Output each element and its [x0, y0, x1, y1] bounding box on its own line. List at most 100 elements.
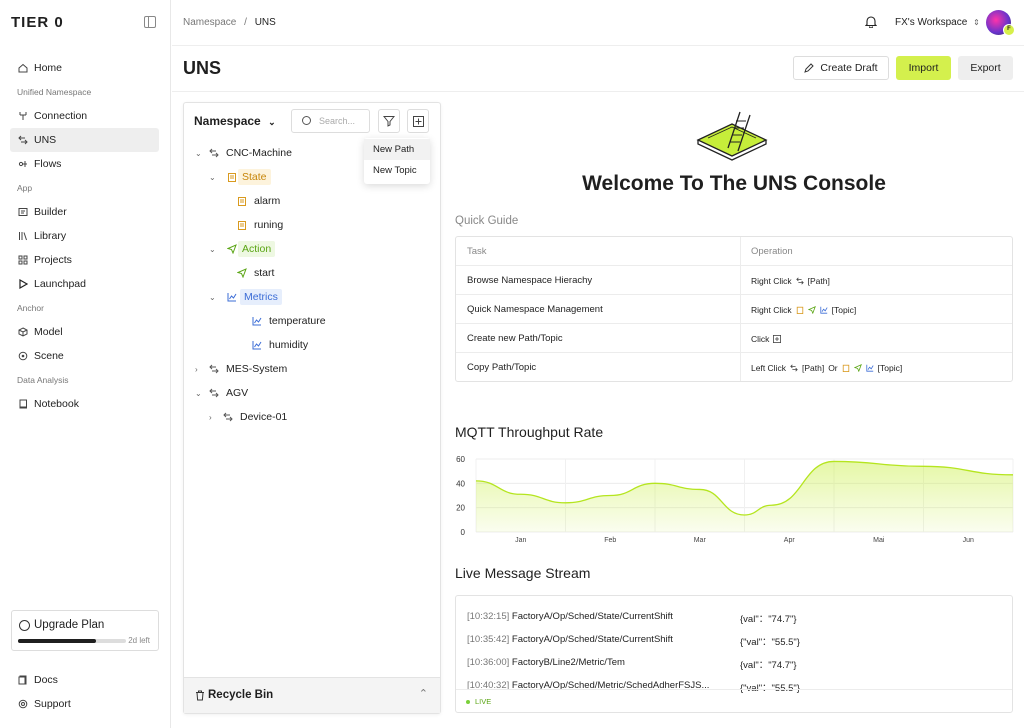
sidebar-item-scene[interactable]: Scene [10, 344, 159, 368]
stream-topic: FactoryA/Op/Sched/State/CurrentShift [511, 634, 673, 645]
tree-node-label: Metrics [240, 289, 282, 305]
chevron-down-icon[interactable]: ⌄ [195, 388, 202, 398]
task-cell: Copy Path/Topic [467, 362, 537, 373]
sidebar-item-builder[interactable]: Builder [10, 200, 159, 224]
create-draft-button[interactable]: Create Draft [793, 56, 889, 80]
tree-node-device-01[interactable]: › Device-01 [184, 405, 442, 429]
tree-node-start[interactable]: start [184, 261, 442, 285]
clipboard-icon [238, 221, 246, 230]
sidebar-item-library[interactable]: Library [10, 224, 159, 248]
export-button[interactable]: Export [958, 56, 1013, 80]
sidebar-item-label: Connection [34, 110, 88, 122]
stream-timestamp: [10:36:00] [467, 657, 510, 668]
chevron-down-icon[interactable]: ⌄ [195, 148, 202, 158]
stream-value: {val"："74.7"} [740, 660, 797, 671]
stream-topic: FactoryA/Op/Sched/State/CurrentShift [511, 611, 673, 622]
stream-value: {val"："74.7"} [740, 614, 797, 625]
sidebar-item-launchpad[interactable]: Launchpad [10, 272, 159, 296]
recycle-bin[interactable]: Recycle Bin ⌃ [184, 677, 440, 713]
chevron-down-icon[interactable]: ⌄ [209, 292, 216, 302]
tree-node-mes-system[interactable]: › MES-System [184, 357, 442, 381]
tree-node-state[interactable]: ⌄ State [184, 165, 442, 189]
tree-node-agv[interactable]: ⌄ AGV [184, 381, 442, 405]
filter-button[interactable] [378, 109, 400, 133]
sidebar-item-uns[interactable]: UNS [10, 128, 159, 152]
add-button[interactable] [407, 109, 429, 133]
table-row: Quick Namespace Management Right Click [… [456, 294, 1012, 323]
quick-guide-title: Quick Guide [455, 215, 519, 227]
connection-icon [19, 112, 27, 120]
filter-icon [383, 116, 395, 127]
menu-item-new-topic[interactable]: New Topic [373, 165, 417, 176]
tree-node-metrics[interactable]: ⌄ Metrics [184, 285, 442, 309]
tree-node-cnc-machine[interactable]: ⌄ CNC-Machine [184, 141, 442, 165]
sidebar-item-docs[interactable]: Docs [10, 668, 159, 692]
namespace-dropdown[interactable]: Namespace ⌄ [194, 114, 276, 128]
task-cell: Create new Path/Topic [467, 333, 563, 344]
chevron-up-icon[interactable]: ⌃ [418, 688, 428, 700]
line-chart-icon [866, 364, 874, 372]
sidebar-collapse-icon[interactable] [144, 16, 156, 28]
sidebar-item-model[interactable]: Model [10, 320, 159, 344]
send-icon [237, 268, 247, 278]
import-button[interactable]: Import [896, 56, 951, 80]
workspace-switcher[interactable]: FX's Workspace ⇕ [895, 17, 980, 28]
breadcrumb: Namespace / UNS [183, 17, 276, 28]
stream-divider [456, 689, 1012, 690]
tree-node-label: alarm [254, 195, 281, 207]
sidebar-item-support[interactable]: Support [10, 692, 159, 716]
chevron-down-icon[interactable]: ⌄ [209, 172, 216, 182]
sidebar-item-flows[interactable]: Flows [10, 152, 159, 176]
search-placeholder: Search... [319, 116, 356, 126]
upgrade-label: Upgrade Plan [34, 619, 105, 631]
tree-node-action[interactable]: ⌄ Action [184, 237, 442, 261]
operation-text: Right Click [751, 276, 792, 286]
table-header-row: Task Operation [456, 237, 1012, 265]
tree-node-alarm[interactable]: alarm [184, 189, 442, 213]
operation-text: Left Click [751, 363, 786, 373]
sidebar-item-notebook[interactable]: Notebook [10, 392, 159, 416]
upgrade-progress-bar [18, 639, 126, 643]
tree-node-label: runing [254, 219, 284, 231]
pencil-icon [804, 63, 815, 73]
path-icon [209, 148, 219, 158]
column-header-task: Task [467, 246, 487, 257]
sidebar-item-label: Projects [34, 254, 72, 266]
breadcrumb-parent[interactable]: Namespace [183, 17, 237, 28]
sidebar-nav: Home Unified Namespace Connection UNS Fl… [0, 56, 171, 416]
top-bar: Namespace / UNS FX's Workspace ⇕ F [172, 0, 1024, 46]
sidebar-section-data: Data Analysis [17, 375, 69, 385]
search-input[interactable]: Search... [291, 109, 370, 133]
stream-topic: FactoryB/Line2/Metric/Tem [511, 657, 625, 668]
add-square-icon [413, 116, 424, 127]
menu-item-new-path[interactable]: New Path [364, 139, 430, 160]
quick-guide-table: Task Operation Browse Namespace Hierachy… [455, 236, 1013, 382]
chevron-right-icon[interactable]: › [195, 364, 198, 374]
sidebar-item-connection[interactable]: Connection [10, 104, 159, 128]
sidebar-item-projects[interactable]: Projects [10, 248, 159, 272]
stream-timestamp: [10:35:42] [467, 634, 510, 645]
send-icon [807, 306, 816, 314]
uns-icon [18, 135, 28, 145]
create-draft-label: Create Draft [820, 62, 878, 74]
stream-row: [10:32:15] FactoryA/Op/Sched/State/Curre… [467, 611, 673, 622]
tree-node-temperature[interactable]: temperature [184, 309, 442, 333]
builder-icon [18, 208, 28, 216]
chevron-down-icon[interactable]: ⌄ [209, 244, 216, 254]
workspace-name: FX's Workspace [895, 17, 968, 28]
chevron-right-icon[interactable]: › [209, 412, 212, 422]
sidebar-item-label: Home [34, 62, 63, 74]
flows-icon [18, 161, 27, 167]
line-chart-icon [227, 293, 237, 302]
tree-node-humidity[interactable]: humidity [184, 333, 442, 357]
path-icon [795, 277, 804, 285]
bell-icon[interactable] [865, 15, 877, 28]
chevron-down-icon: ⌄ [268, 117, 276, 127]
operation-cell: Left Click [Path] Or [Topic] [751, 363, 902, 373]
throughput-chart: 0 20 40 60 Jan Feb Mar Apr Mai Jun [456, 455, 1014, 544]
clipboard-icon [796, 306, 803, 314]
upgrade-plan-card[interactable]: Upgrade Plan 2d left [11, 610, 159, 651]
breadcrumb-current: UNS [254, 17, 276, 28]
sidebar-item-home[interactable]: Home [10, 56, 159, 80]
tree-node-runing[interactable]: runing [184, 213, 442, 237]
